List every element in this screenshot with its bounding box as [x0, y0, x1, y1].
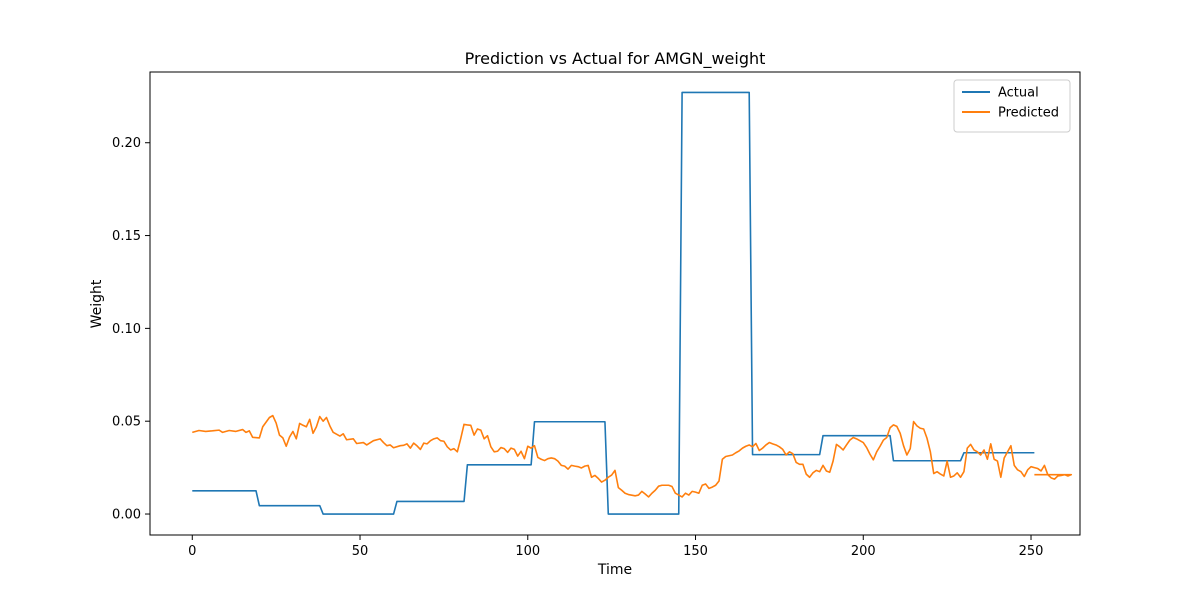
series-line-actual: [192, 91, 1035, 515]
x-tick-label: 0: [188, 544, 196, 559]
y-tick-label: 0.05: [112, 415, 141, 430]
x-tick-label: 100: [515, 544, 540, 559]
x-axis: 0 50 100 150 200 250: [188, 535, 1043, 559]
legend-label-actual: Actual: [998, 86, 1039, 101]
y-tick-label: 0.00: [112, 508, 141, 523]
y-tick-label: 0.15: [112, 229, 141, 244]
y-axis-label: Weight: [89, 279, 105, 328]
chart-title: Prediction vs Actual for AMGN_weight: [465, 49, 766, 69]
legend-label-predicted: Predicted: [998, 106, 1059, 121]
legend: Actual Predicted: [953, 79, 1071, 133]
x-tick-label: 250: [1019, 544, 1044, 559]
y-tick-label: 0.10: [112, 322, 141, 337]
x-tick-label: 200: [851, 544, 876, 559]
plot-area: [149, 71, 1081, 536]
y-tick-label: 0.20: [112, 136, 141, 151]
x-tick-label: 150: [683, 544, 708, 559]
plot-frame: [149, 71, 1081, 536]
y-axis: 0.00 0.05 0.10 0.15 0.20: [112, 136, 150, 523]
x-axis-label: Time: [597, 562, 632, 578]
series-line-predicted: [192, 414, 1073, 498]
x-tick-label: 50: [352, 544, 369, 559]
